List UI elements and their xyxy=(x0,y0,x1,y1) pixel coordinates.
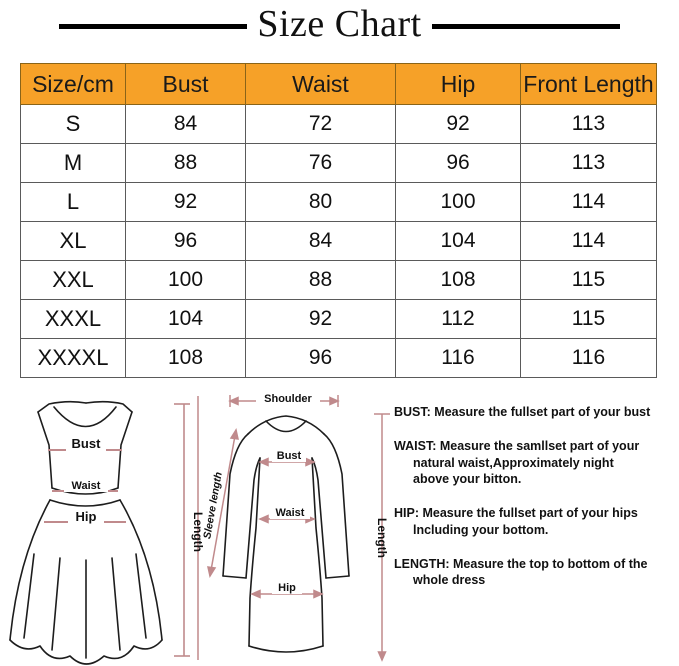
cell-waist: 84 xyxy=(245,221,396,261)
instruction-line: WAIST: Measure the samllset part of your xyxy=(394,438,640,453)
measurement-instructions: BUST: Measure the fullset part of your b… xyxy=(394,404,679,589)
waist-label: Waist xyxy=(276,507,305,519)
cell-hip: 92 xyxy=(395,104,521,144)
length-label-right: Length xyxy=(375,518,389,558)
cell-hip: 112 xyxy=(395,299,521,339)
waist-label: Waist xyxy=(72,480,101,492)
cell-front-length: 113 xyxy=(520,143,657,183)
cell-front-length: 114 xyxy=(520,221,657,261)
cell-bust: 88 xyxy=(125,143,246,183)
cell-size: L xyxy=(20,182,126,222)
cell-front-length: 115 xyxy=(520,299,657,339)
cell-bust: 92 xyxy=(125,182,246,222)
bust-label: Bust xyxy=(277,450,302,462)
table-row: XXXXL 108 96 116 116 xyxy=(20,338,657,378)
cell-waist: 76 xyxy=(245,143,396,183)
shoulder-label: Shoulder xyxy=(264,393,312,405)
title-rule-left xyxy=(59,23,248,29)
instruction-line: whole dress xyxy=(413,573,486,588)
length-label-left: Length xyxy=(191,512,205,552)
hip-label: Hip xyxy=(76,509,97,524)
cell-size: XXL xyxy=(20,260,126,300)
instruction-line: natural waist,Approximately night xyxy=(413,455,614,470)
cell-hip: 100 xyxy=(395,182,521,222)
instruction-line: BUST: Measure the fullset part of your b… xyxy=(394,405,651,419)
cell-waist: 96 xyxy=(245,338,396,378)
cell-front-length: 116 xyxy=(520,338,657,378)
cell-bust: 100 xyxy=(125,260,246,300)
column-header-front-length: Front Length xyxy=(520,63,657,105)
column-header-bust: Bust xyxy=(125,63,246,105)
size-chart-table: Size/cm Bust Waist Hip Front Length S 84… xyxy=(20,63,657,378)
cell-size: S xyxy=(20,104,126,144)
table-row: XL 96 84 104 114 xyxy=(20,221,657,261)
table-row: M 88 76 96 113 xyxy=(20,143,657,183)
cell-bust: 104 xyxy=(125,299,246,339)
table-header-row: Size/cm Bust Waist Hip Front Length xyxy=(20,63,657,105)
instruction-waist: WAIST: Measure the samllset part of your… xyxy=(394,438,679,488)
title-rule-right xyxy=(431,23,620,29)
cell-size: M xyxy=(20,143,126,183)
cell-hip: 104 xyxy=(395,221,521,261)
cell-hip: 116 xyxy=(395,338,521,378)
cell-hip: 108 xyxy=(395,260,521,300)
instruction-bust: BUST: Measure the fullset part of your b… xyxy=(394,404,679,421)
cell-waist: 72 xyxy=(245,104,396,144)
cell-size: XXXXL xyxy=(20,338,126,378)
cell-hip: 96 xyxy=(395,143,521,183)
cell-waist: 92 xyxy=(245,299,396,339)
instruction-length: LENGTH: Measure the top to bottom of the… xyxy=(394,556,679,590)
bust-label: Bust xyxy=(72,436,102,451)
instruction-line: lncluding your bottom. xyxy=(413,522,549,537)
table-row: S 84 72 92 113 xyxy=(20,104,657,144)
cell-size: XL xyxy=(20,221,126,261)
cell-bust: 108 xyxy=(125,338,246,378)
hip-label: Hip xyxy=(278,582,296,594)
instruction-line: HIP: Measure the fullset part of your hi… xyxy=(394,506,638,520)
instruction-line: above your bitton. xyxy=(413,472,522,487)
dress-diagram-long-sleeve: Shoulder Bust Waist Hip Sleeve length Le… xyxy=(191,391,390,662)
cell-front-length: 115 xyxy=(520,260,657,300)
cell-front-length: 113 xyxy=(520,104,657,144)
instruction-line: LENGTH: Measure the top to bottom of the xyxy=(394,556,648,571)
table-row: L 92 80 100 114 xyxy=(20,182,657,222)
page-title: Size Chart xyxy=(257,3,422,45)
cell-bust: 96 xyxy=(125,221,246,261)
cell-waist: 80 xyxy=(245,182,396,222)
dress-diagram-sleeveless: Bust Waist Hip xyxy=(9,400,190,665)
cell-front-length: 114 xyxy=(520,182,657,222)
column-header-size: Size/cm xyxy=(20,63,126,105)
column-header-hip: Hip xyxy=(395,63,521,105)
cell-waist: 88 xyxy=(245,260,396,300)
table-row: XXL 100 88 108 115 xyxy=(20,260,657,300)
column-header-waist: Waist xyxy=(245,63,396,105)
table-row: XXXL 104 92 112 115 xyxy=(20,299,657,339)
page-title-bar: Size Chart xyxy=(0,2,679,50)
cell-size: XXXL xyxy=(20,299,126,339)
sleeve-length-dim-line xyxy=(209,429,237,577)
cell-bust: 84 xyxy=(125,104,246,144)
instruction-hip: HIP: Measure the fullset part of your hi… xyxy=(394,505,679,539)
measurement-diagrams: Bust Waist Hip xyxy=(0,388,679,666)
